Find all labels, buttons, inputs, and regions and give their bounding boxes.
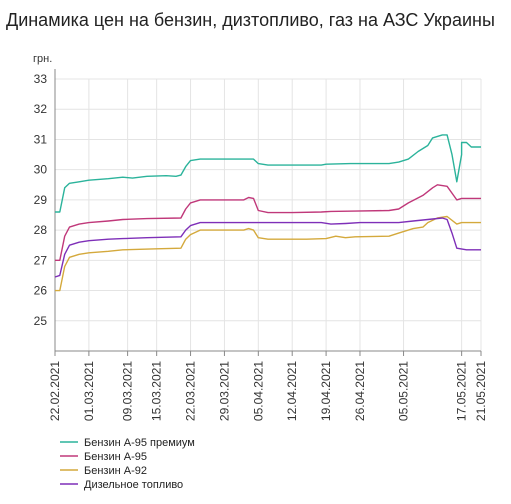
x-tick-label: 29.03.2021 [217,361,231,421]
y-tick-label: 27 [34,253,48,267]
x-tick-label: 15.03.2021 [150,361,164,421]
legend-label-4: Дизельное топливо [84,479,183,491]
x-tick-label: 26.04.2021 [353,361,367,421]
grid-lines [54,78,482,351]
x-tick-label: 21.05.2021 [474,361,488,421]
y-tick-label: 28 [34,223,48,237]
chart-title: Динамика цен на бензин, дизтопливо, газ … [6,10,495,30]
series-line-1 [55,134,481,213]
x-tick-label: 22.03.2021 [184,361,198,421]
axes [54,69,482,356]
y-tick-label: 33 [34,72,48,86]
y-tick-label: 26 [34,284,48,298]
y-tick-label: 31 [34,132,48,146]
series-line-2 [55,184,481,261]
legend: Бензин А-95 премиум Бензин А-95 Бензин А-9… [60,437,195,491]
y-axis-ticks: 25 26 27 28 29 30 31 32 33 [34,72,48,328]
y-axis-unit-label: грн. [33,53,52,65]
series-lines [54,134,481,292]
x-tick-label: 12.04.2021 [285,361,299,421]
x-tick-label: 19.04.2021 [319,361,333,421]
y-tick-label: 25 [34,314,48,328]
x-tick-label: 17.05.2021 [455,361,469,421]
y-tick-label: 29 [34,193,48,207]
x-tick-label: 05.05.2021 [397,361,411,421]
y-tick-label: 30 [34,163,48,177]
x-tick-label: 22.02.2021 [48,361,62,421]
x-tick-label: 09.03.2021 [121,361,135,421]
series-line-4 [54,217,481,278]
y-tick-label: 32 [34,102,48,116]
x-tick-label: 05.04.2021 [251,361,265,421]
series-line-3 [55,215,481,292]
legend-label-3: Бензин А-92 [84,465,147,477]
legend-label-2: Бензин А-95 [84,451,147,463]
x-axis-ticks: 22.02.2021 01.03.2021 09.03.2021 15.03.2021… [48,361,488,421]
x-tick-label: 01.03.2021 [82,361,96,421]
legend-label-1: Бензин А-95 премиум [84,437,195,449]
